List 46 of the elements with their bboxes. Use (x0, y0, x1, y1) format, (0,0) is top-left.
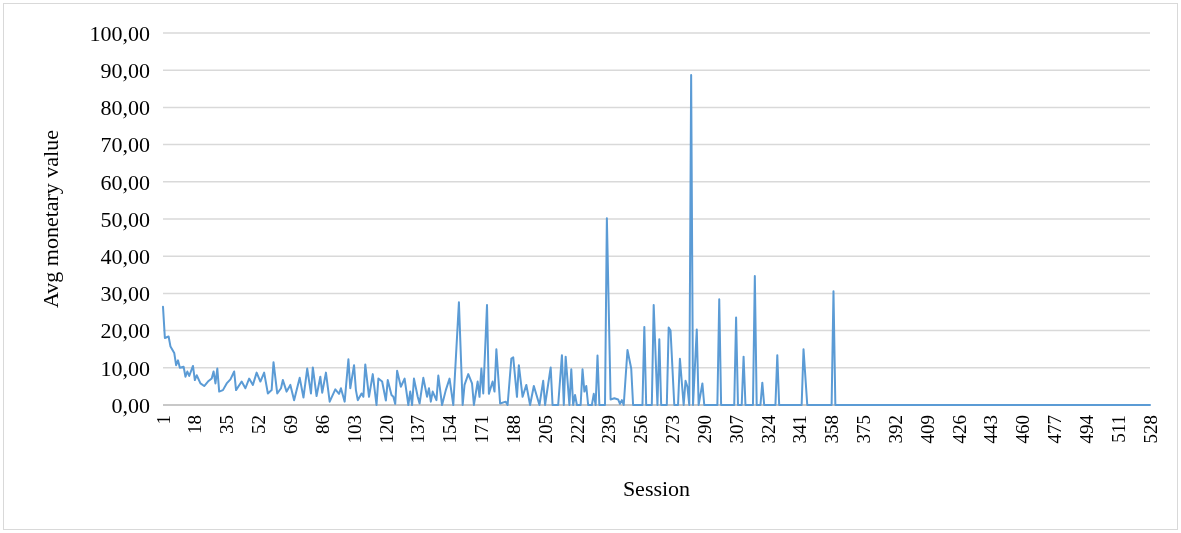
y-tick-label: 80,00 (100, 95, 150, 121)
x-tick-label: 477 (1044, 415, 1066, 444)
x-tick-label: 426 (948, 415, 970, 444)
y-tick-label: 60,00 (100, 169, 150, 195)
x-tick-label: 409 (916, 415, 938, 444)
x-axis-title: Session (622, 476, 691, 501)
y-tick-label: 50,00 (100, 206, 150, 232)
y-tick-label: 100,00 (89, 20, 150, 46)
x-tick-label: 188 (502, 415, 524, 444)
x-tick-label: 35 (216, 415, 238, 434)
y-tick-label: 10,00 (100, 355, 150, 381)
x-tick-label: 120 (375, 415, 397, 444)
y-tick-label: 0,00 (111, 392, 150, 418)
x-tick-label: 103 (343, 415, 365, 444)
y-tick-label: 20,00 (100, 318, 150, 344)
x-tick-label: 443 (980, 415, 1002, 444)
x-tick-label: 324 (757, 414, 779, 444)
x-tick-label: 205 (534, 415, 556, 444)
x-tick-label: 511 (1107, 415, 1129, 443)
x-tick-label: 239 (598, 415, 620, 444)
x-tick-label: 18 (184, 415, 206, 434)
x-tick-label: 290 (693, 415, 715, 444)
y-axis-title: Avg monetary value (38, 130, 63, 308)
x-tick-label: 375 (853, 415, 875, 444)
x-tick-label: 154 (439, 414, 461, 444)
x-tick-label: 222 (566, 415, 588, 444)
x-tick-label: 86 (311, 415, 333, 434)
x-tick-label: 1 (152, 415, 174, 425)
y-tick-label: 30,00 (100, 281, 150, 307)
line-series (162, 74, 1151, 406)
x-tick-label: 256 (630, 415, 652, 444)
x-tick-label: 494 (1075, 414, 1097, 444)
y-tick-label: 70,00 (100, 132, 150, 158)
x-tick-label: 307 (725, 415, 747, 444)
x-tick-label: 460 (1012, 415, 1034, 444)
x-tick-label: 528 (1139, 415, 1161, 444)
x-tick-label: 341 (789, 415, 811, 444)
x-tick-label: 392 (884, 415, 906, 444)
y-tick-label: 40,00 (100, 243, 150, 269)
x-tick-label: 69 (280, 415, 301, 434)
x-tick-label: 171 (471, 415, 493, 444)
x-tick-label: 137 (407, 415, 429, 444)
x-tick-label: 273 (662, 415, 684, 444)
y-tick-label: 90,00 (100, 57, 150, 83)
x-tick-label: 52 (248, 415, 270, 434)
x-tick-label: 358 (821, 415, 843, 444)
